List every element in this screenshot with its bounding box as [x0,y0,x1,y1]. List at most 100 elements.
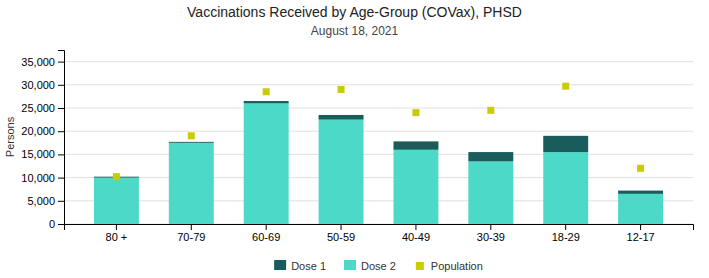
grid-line [64,177,693,178]
x-tick-mark [415,224,416,230]
x-tick-label: 30-39 [477,231,505,243]
marker [188,132,195,139]
legend-swatch [274,260,286,270]
bar [543,136,588,152]
y-tick-mark [58,108,64,109]
x-tick-mark [341,224,342,230]
grid-line [64,61,693,62]
x-tick-mark [191,224,192,230]
marker [412,109,419,116]
bar [169,141,214,143]
y-tick: 15,000 [21,148,64,160]
y-tick-mark [58,178,64,179]
x-tick: 70-79 [177,224,205,243]
y-tick: 30,000 [21,79,64,91]
legend-label: Dose 2 [361,260,396,272]
legend-swatch [344,260,356,270]
y-tick-label: 0 [49,218,55,230]
x-axis-line [65,225,694,231]
x-tick: 80 + [106,224,128,243]
x-tick-label: 40-49 [402,231,430,243]
y-tick: 10,000 [21,172,64,184]
y-tick: 25,000 [21,102,64,114]
y-axis-title: Persons [4,116,16,157]
bar [244,103,289,224]
y-tick: 20,000 [21,125,64,137]
y-tick: 5,000 [27,195,64,207]
legend-label: Dose 1 [291,260,326,272]
x-tick-mark [490,224,491,230]
y-tick-mark [58,224,64,225]
x-tick-label: 18-29 [552,231,580,243]
x-tick: 50-59 [327,224,355,243]
subtitle: August 18, 2021 [311,24,399,38]
bar [468,161,513,224]
y-tick: 0 [49,218,64,230]
x-tick-mark [116,224,117,230]
x-tick-mark [266,224,267,230]
marker [263,88,270,95]
legend-swatch [416,262,424,270]
grid-line [64,131,693,132]
x-tick-mark [565,224,566,230]
bar-series [94,101,663,194]
x-axis: 80 + 70-79 60-69 50-59 40-49 30-39 18-29 12-17 [65,224,694,243]
bar [319,120,364,224]
x-tick: 40-49 [402,224,430,243]
marker [487,107,494,114]
legend-item: Dose 1 [274,260,326,272]
grid-line [64,154,693,155]
y-tick-mark [58,131,64,132]
grid-line [64,200,693,201]
y-axis: 0 5,000 10,000 15,000 20,000 25,000 30,000 35,0… [21,51,64,231]
scatter-series [113,83,644,180]
y-tick-label: 20,000 [21,125,55,137]
x-tick-label: 80 + [106,231,128,243]
y-tick-label: 30,000 [21,79,55,91]
y-tick-mark [58,62,64,63]
x-tick: 60-69 [252,224,280,243]
y-tick-label: 10,000 [21,172,55,184]
bar [393,150,438,224]
marks [94,83,663,224]
marker [562,83,569,90]
bar [393,141,438,149]
y-tick-label: 25,000 [21,102,55,114]
bar [244,101,289,103]
x-tick-mark [640,224,641,230]
legend-label: Population [431,260,483,272]
y-tick-mark [58,85,64,86]
y-tick-mark [58,201,64,202]
x-tick-label: 50-59 [327,231,355,243]
bar [319,115,364,120]
x-tick-label: 60-69 [252,231,280,243]
plot: 80 + 70-79 60-69 50-59 40-49 30-39 18-29 12-17 0… [21,51,693,243]
y-tick-mark [58,154,64,155]
bar [94,178,139,224]
y-tick: 35,000 [21,56,64,68]
grid [64,62,693,224]
legend-item: Population [416,260,483,272]
chart: Vaccinations Received by Age-Group (COVa… [0,0,709,278]
x-tick-label: 12-17 [627,231,655,243]
marker [637,165,644,172]
bar-series [94,103,663,224]
bar [618,194,663,224]
bar [169,143,214,224]
bar [543,152,588,224]
y-tick-label: 35,000 [21,56,55,68]
x-tick: 18-29 [552,224,580,243]
title: Vaccinations Received by Age-Group (COVa… [187,4,522,20]
bar [618,191,663,194]
legend: Dose 1 Dose 2 Population [274,260,483,272]
marker [338,86,345,93]
y-tick-label: 5,000 [27,195,55,207]
x-tick: 12-17 [627,224,655,243]
x-tick: 30-39 [477,224,505,243]
grid-line [64,84,693,85]
marker [113,173,120,180]
y-axis-line [58,51,65,225]
grid-line [64,108,693,109]
bar [468,152,513,161]
legend-item: Dose 2 [344,260,396,272]
